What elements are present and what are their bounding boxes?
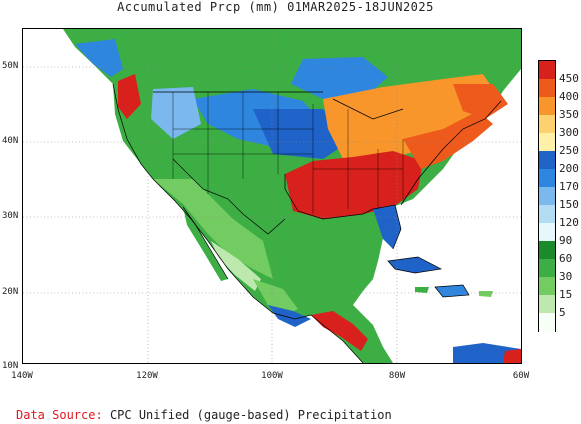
data-source: Data Source: CPC Unified (gauge-based) P…	[16, 408, 392, 422]
legend-level-label: 400	[559, 90, 579, 103]
legend-swatch	[539, 295, 555, 314]
legend-swatch	[539, 133, 555, 152]
legend-level-label: 350	[559, 108, 579, 121]
rockies-blue	[151, 87, 201, 139]
legend-swatch	[539, 97, 555, 116]
lon-label: 80W	[388, 371, 406, 381]
cuba	[388, 257, 441, 273]
northeast-wet	[453, 84, 508, 119]
legend-level-label: 5	[559, 306, 566, 319]
lon-label: 100W	[261, 371, 283, 381]
legend-swatch	[539, 241, 555, 260]
legend-swatch	[539, 223, 555, 242]
legend-level-label: 30	[559, 270, 573, 283]
hispaniola	[435, 285, 469, 297]
legend-level-label: 200	[559, 162, 579, 175]
legend-swatch	[539, 313, 555, 332]
south-america-wet	[503, 349, 521, 363]
pacific-northwest-wet	[118, 74, 141, 119]
lat-label: 50N	[2, 61, 19, 71]
legend-level-label: 170	[559, 180, 579, 193]
legend-swatch	[539, 169, 555, 188]
coastlines	[112, 83, 502, 363]
legend-level-label: 300	[559, 126, 579, 139]
east-wet-orange	[323, 74, 501, 161]
data-source-label: Data Source:	[16, 408, 103, 422]
state-borders	[172, 92, 404, 214]
puerto-rico	[479, 291, 493, 297]
legend-swatch	[539, 115, 555, 134]
legend-swatch	[539, 187, 555, 206]
florida-peninsula	[373, 205, 401, 249]
canada-wet-region	[291, 57, 388, 99]
color-legend	[538, 60, 556, 332]
central-america-blue	[268, 305, 311, 327]
lon-label: 120W	[136, 371, 158, 381]
legend-level-label: 250	[559, 144, 579, 157]
legend-swatch	[539, 79, 555, 98]
dry-southwest	[153, 179, 273, 279]
graticule	[23, 29, 521, 363]
precipitation-map	[22, 28, 522, 364]
jamaica	[415, 287, 429, 293]
map-title: Accumulated Prcp (mm) 01MAR2025-18JUN202…	[117, 0, 434, 14]
legend-swatch	[539, 205, 555, 224]
southeast-wet-core	[285, 151, 423, 219]
legend-swatch	[539, 61, 555, 80]
data-source-text: CPC Unified (gauge-based) Precipitation	[109, 408, 392, 422]
legend-level-label: 120	[559, 216, 579, 229]
legend-swatch	[539, 277, 555, 296]
legend-swatch	[539, 151, 555, 170]
lat-label: 20N	[2, 287, 19, 297]
dry-mexico	[211, 241, 261, 291]
lon-label: 140W	[11, 371, 33, 381]
legend-level-label: 450	[559, 72, 579, 85]
lat-label: 10N	[2, 361, 19, 371]
baja-peninsula	[183, 207, 228, 281]
legend-level-label: 150	[559, 198, 579, 211]
mexico-plateau	[253, 279, 298, 315]
legend-level-label: 15	[559, 288, 573, 301]
bc-coast-wet	[75, 39, 123, 77]
legend-level-label: 60	[559, 252, 573, 265]
lat-label: 40N	[2, 136, 19, 146]
lat-label: 30N	[2, 211, 19, 221]
lon-label: 60W	[512, 371, 530, 381]
legend-level-label: 90	[559, 234, 573, 247]
legend-swatch	[539, 259, 555, 278]
central-america-wet	[311, 311, 368, 351]
